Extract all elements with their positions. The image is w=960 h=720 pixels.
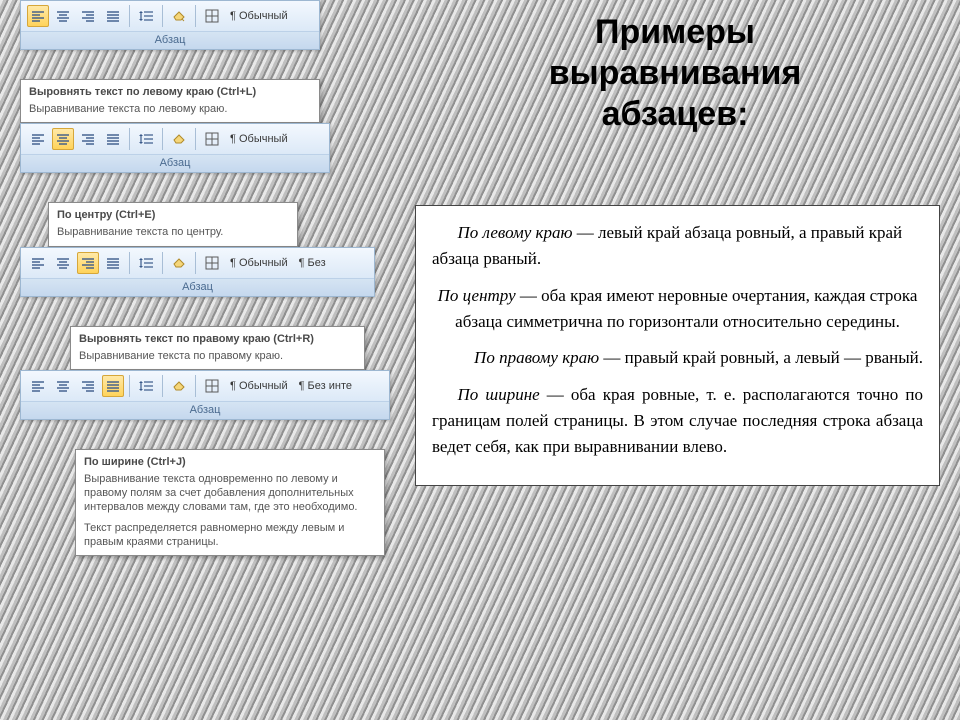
shading-button[interactable] <box>168 128 190 150</box>
shading-button[interactable] <box>168 375 190 397</box>
style-label-2: ¶ Без инте <box>295 380 356 392</box>
example-justify: По ширине — оба края ровные, т. е. распо… <box>432 382 923 461</box>
style-label: ¶ Обычный <box>226 133 292 145</box>
borders-button[interactable] <box>201 128 223 150</box>
alignment-examples-box: По левому краю — левый край абзаца ровны… <box>415 205 940 486</box>
shading-button[interactable] <box>168 252 190 274</box>
tooltip-align-center: По центру (Ctrl+E) Выравнивание текста п… <box>48 202 298 246</box>
align-center-button[interactable] <box>52 5 74 27</box>
borders-button[interactable] <box>201 375 223 397</box>
ribbon-group-label: Абзац <box>21 155 329 172</box>
tooltip-align-right: Выровнять текст по правому краю (Ctrl+R)… <box>70 326 365 370</box>
ribbon-group-label: Абзац <box>21 32 319 49</box>
align-justify-button[interactable] <box>102 5 124 27</box>
line-spacing-button[interactable] <box>135 128 157 150</box>
slide-title: Примеры выравнивания абзацев: <box>440 12 910 134</box>
style-label: ¶ Обычный <box>226 10 292 22</box>
line-spacing-button[interactable] <box>135 5 157 27</box>
ribbon-group-label: Абзац <box>21 279 374 296</box>
align-right-button[interactable] <box>77 5 99 27</box>
ribbon-fragment-align-justify: ¶ Обычный ¶ Без инте Абзац По ширине (Ct… <box>20 370 390 556</box>
shading-button[interactable] <box>168 5 190 27</box>
style-label-2: ¶ Без <box>295 257 330 269</box>
borders-button[interactable] <box>201 5 223 27</box>
align-justify-button[interactable] <box>102 252 124 274</box>
style-label: ¶ Обычный <box>226 257 292 269</box>
borders-button[interactable] <box>201 252 223 274</box>
align-center-button[interactable] <box>52 252 74 274</box>
align-left-button[interactable] <box>27 5 49 27</box>
align-center-button[interactable] <box>52 375 74 397</box>
align-right-button[interactable] <box>77 128 99 150</box>
align-center-button[interactable] <box>52 128 74 150</box>
align-justify-button[interactable] <box>102 375 124 397</box>
line-spacing-button[interactable] <box>135 252 157 274</box>
align-left-button[interactable] <box>27 252 49 274</box>
style-label: ¶ Обычный <box>226 380 292 392</box>
align-justify-button[interactable] <box>102 128 124 150</box>
ribbon-fragment-align-right: ¶ Обычный ¶ Без Абзац Выровнять текст по… <box>20 247 375 370</box>
align-right-button[interactable] <box>77 375 99 397</box>
ribbon-fragment-align-left: ¶ Обычный Абзац Выровнять текст по левом… <box>20 0 320 123</box>
ribbon-fragment-align-center: ¶ Обычный Абзац По центру (Ctrl+E) Вырав… <box>20 123 330 246</box>
tooltip-align-left: Выровнять текст по левому краю (Ctrl+L) … <box>20 79 320 123</box>
align-left-button[interactable] <box>27 375 49 397</box>
example-right: По правому краю — правый край ровный, а … <box>432 345 923 371</box>
line-spacing-button[interactable] <box>135 375 157 397</box>
example-center: По центру — оба края имеют неровные очер… <box>432 283 923 336</box>
align-left-button[interactable] <box>27 128 49 150</box>
example-left: По левому краю — левый край абзаца ровны… <box>432 220 923 273</box>
tooltip-align-justify: По ширине (Ctrl+J) Выравнивание текста о… <box>75 449 385 556</box>
ribbon-group-label: Абзац <box>21 402 389 419</box>
align-right-button[interactable] <box>77 252 99 274</box>
